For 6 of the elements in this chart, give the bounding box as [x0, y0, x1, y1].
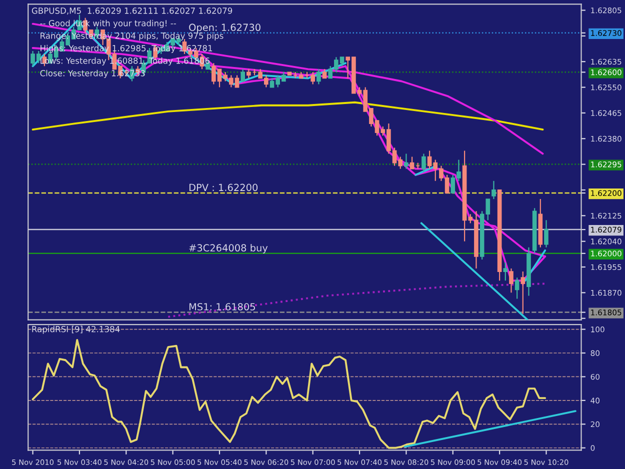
ref-line-label: DPV : 1.62200: [189, 184, 258, 192]
chart-title: GBPUSD,M5 1.62029 1.62111 1.62027 1.62079: [32, 8, 232, 15]
annotation: -- Good luck with your trading! --: [40, 20, 176, 28]
annotation: Close: Yesterday 1.62733: [40, 70, 145, 78]
ref-line-label: #3C264008 buy: [189, 244, 268, 254]
ref-line-label: Open: 1.62730: [189, 24, 260, 33]
